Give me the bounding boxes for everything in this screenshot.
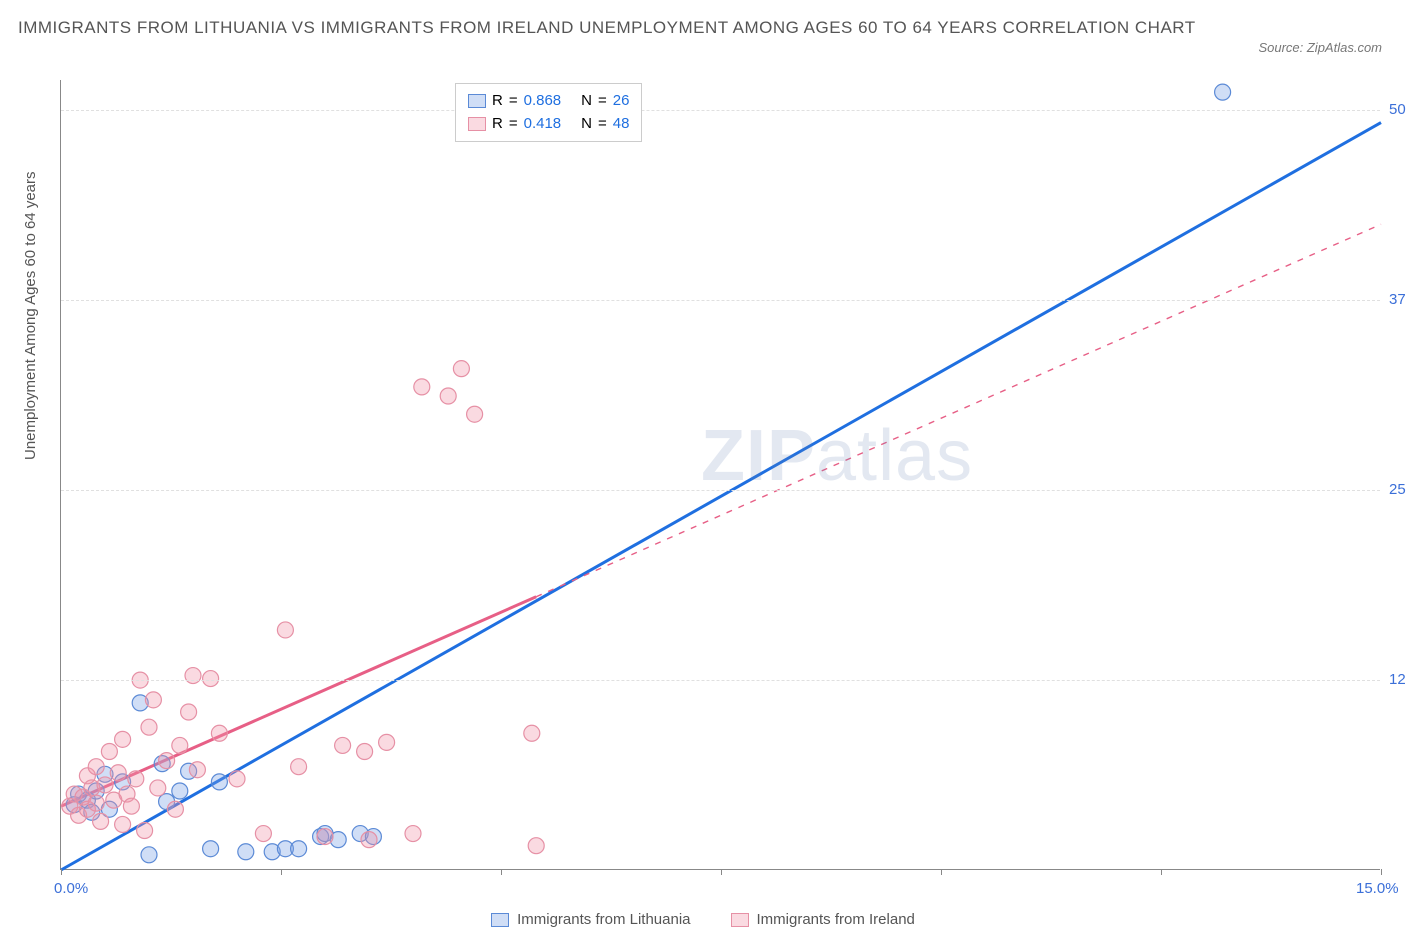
legend-swatch-lithuania-2 xyxy=(491,913,509,927)
x-tick xyxy=(721,869,722,875)
x-tick xyxy=(1161,869,1162,875)
eq-sign: = xyxy=(509,90,518,113)
n-value-lithuania: 26 xyxy=(613,90,630,113)
y-axis-label: Unemployment Among Ages 60 to 64 years xyxy=(22,171,39,460)
y-tick-label: 37.5% xyxy=(1389,291,1406,308)
eq-sign: = xyxy=(598,90,607,113)
r-value-lithuania: 0.868 xyxy=(524,90,562,113)
legend-swatch-ireland xyxy=(468,117,486,131)
n-label: N xyxy=(581,90,592,113)
plot-area: ZIPatlas 12.5%25.0%37.5%50.0% xyxy=(60,80,1380,870)
x-tick xyxy=(61,869,62,875)
gridline xyxy=(61,680,1380,681)
correlation-legend: R = 0.868 N = 26 R = 0.418 N = 48 xyxy=(455,83,642,142)
series-legend: Immigrants from Lithuania Immigrants fro… xyxy=(0,911,1406,928)
y-tick-label: 25.0% xyxy=(1389,481,1406,498)
source-attribution: Source: ZipAtlas.com xyxy=(1258,40,1382,55)
legend-label-ireland: Immigrants from Ireland xyxy=(757,911,915,928)
legend-item-lithuania: Immigrants from Lithuania xyxy=(491,911,690,928)
legend-row-lithuania: R = 0.868 N = 26 xyxy=(468,90,629,113)
legend-row-ireland: R = 0.418 N = 48 xyxy=(468,113,629,136)
x-tick xyxy=(1381,869,1382,875)
legend-label-lithuania: Immigrants from Lithuania xyxy=(517,911,690,928)
legend-item-ireland: Immigrants from Ireland xyxy=(731,911,915,928)
x-tick xyxy=(941,869,942,875)
gridline xyxy=(61,490,1380,491)
y-tick-label: 12.5% xyxy=(1389,671,1406,688)
x-tick-label: 15.0% xyxy=(1356,880,1399,897)
y-tick-label: 50.0% xyxy=(1389,101,1406,118)
chart-title: IMMIGRANTS FROM LITHUANIA VS IMMIGRANTS … xyxy=(18,14,1246,41)
chart-svg xyxy=(61,80,1380,869)
eq-sign: = xyxy=(509,113,518,136)
r-label: R xyxy=(492,113,503,136)
gridline xyxy=(61,300,1380,301)
legend-swatch-lithuania xyxy=(468,94,486,108)
eq-sign: = xyxy=(598,113,607,136)
x-tick xyxy=(281,869,282,875)
n-value-ireland: 48 xyxy=(613,113,630,136)
x-tick-label: 0.0% xyxy=(54,880,88,897)
r-label: R xyxy=(492,90,503,113)
gridline xyxy=(61,110,1380,111)
r-value-ireland: 0.418 xyxy=(524,113,562,136)
legend-swatch-ireland-2 xyxy=(731,913,749,927)
n-label: N xyxy=(581,113,592,136)
x-tick xyxy=(501,869,502,875)
